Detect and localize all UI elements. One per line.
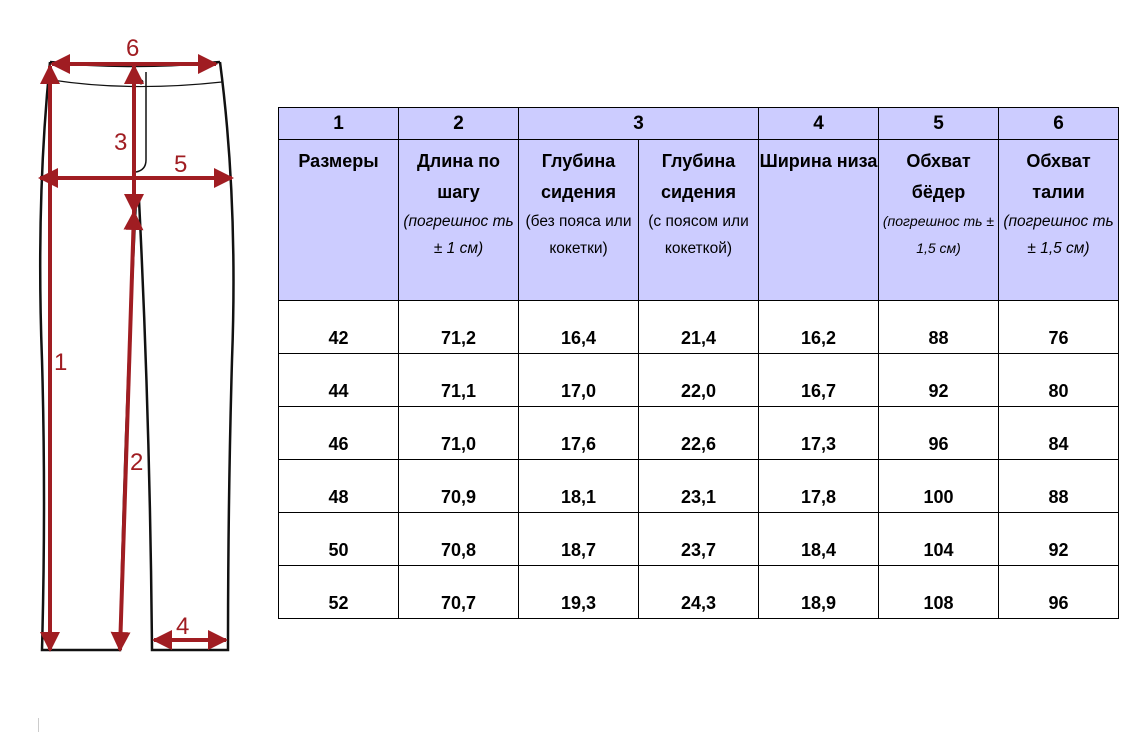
size-cell: 52 [278, 565, 399, 619]
value-cell: 24,3 [638, 565, 759, 619]
size-cell: 48 [278, 459, 399, 513]
column-number-row: 1 2 3 4 5 6 [278, 107, 1119, 140]
page-marker [38, 718, 39, 732]
value-cell: 18,1 [518, 459, 639, 513]
header-title: Глубина сидения [541, 151, 616, 202]
value-cell: 96 [878, 406, 999, 460]
header-cell: Обхват бёдер (погрешнос ть ± 1,5 см) [878, 139, 999, 301]
value-cell: 80 [998, 353, 1119, 407]
table-row: 42 71,2 16,4 21,4 16,2 88 76 [278, 300, 1119, 354]
size-cell: 42 [278, 300, 399, 354]
pants-diagram: 6 5 3 1 2 4 [38, 35, 235, 652]
value-cell: 17,0 [518, 353, 639, 407]
measure-2-arrow [110, 210, 144, 652]
col-num: 5 [878, 107, 999, 140]
value-cell: 96 [998, 565, 1119, 619]
col-num: 2 [398, 107, 519, 140]
value-cell: 108 [878, 565, 999, 619]
value-cell: 84 [998, 406, 1119, 460]
header-title: Размеры [298, 151, 379, 171]
label-4: 4 [176, 613, 189, 640]
value-cell: 71,1 [398, 353, 519, 407]
value-cell: 70,8 [398, 512, 519, 566]
header-note: (погрешнос ть ± 1,5 см) [1003, 213, 1114, 257]
value-cell: 92 [998, 512, 1119, 566]
table-row: 48 70,9 18,1 23,1 17,8 100 88 [278, 459, 1119, 513]
header-cell: Обхват талии (погрешнос ть ± 1,5 см) [998, 139, 1119, 301]
header-title: Обхват бёдер [906, 151, 971, 202]
value-cell: 70,7 [398, 565, 519, 619]
table-row: 52 70,7 19,3 24,3 18,9 108 96 [278, 565, 1119, 619]
header-note: (с поясом или кокеткой) [648, 213, 749, 257]
value-cell: 18,9 [758, 565, 879, 619]
size-cell: 50 [278, 512, 399, 566]
header-title: Ширина низа [759, 151, 878, 171]
header-row: Размеры Длина по шагу (погрешнос ть ± 1 с… [278, 139, 1119, 301]
value-cell: 70,9 [398, 459, 519, 513]
label-1: 1 [54, 349, 67, 376]
button-icon [138, 79, 144, 85]
label-3: 3 [114, 129, 127, 156]
value-cell: 92 [878, 353, 999, 407]
label-6: 6 [126, 35, 139, 62]
label-2: 2 [130, 449, 143, 476]
value-cell: 17,8 [758, 459, 879, 513]
header-cell: Ширина низа [758, 139, 879, 301]
value-cell: 23,1 [638, 459, 759, 513]
value-cell: 88 [998, 459, 1119, 513]
value-cell: 19,3 [518, 565, 639, 619]
value-cell: 22,6 [638, 406, 759, 460]
header-title: Обхват талии [1026, 151, 1091, 202]
col-num: 1 [278, 107, 399, 140]
header-cell: Глубина сидения (без пояса или кокетки) [518, 139, 639, 301]
table-row: 46 71,0 17,6 22,6 17,3 96 84 [278, 406, 1119, 460]
label-5: 5 [174, 151, 187, 178]
value-cell: 76 [998, 300, 1119, 354]
value-cell: 16,2 [758, 300, 879, 354]
header-cell: Размеры [278, 139, 399, 301]
value-cell: 104 [878, 512, 999, 566]
col-num: 4 [758, 107, 879, 140]
value-cell: 16,7 [758, 353, 879, 407]
value-cell: 18,4 [758, 512, 879, 566]
value-cell: 18,7 [518, 512, 639, 566]
value-cell: 71,0 [398, 406, 519, 460]
value-cell: 17,3 [758, 406, 879, 460]
value-cell: 88 [878, 300, 999, 354]
header-title: Глубина сидения [661, 151, 736, 202]
value-cell: 22,0 [638, 353, 759, 407]
header-note: (без пояса или кокетки) [525, 213, 632, 257]
size-cell: 44 [278, 353, 399, 407]
header-note: (погрешнос ть ± 1 см) [403, 213, 514, 257]
header-cell: Длина по шагу (погрешнос ть ± 1 см) [398, 139, 519, 301]
header-note: (погрешнос ть ± 1,5 см) [882, 213, 995, 256]
size-table: 1 2 3 4 5 6 Размеры Длина по шагу (погреш… [278, 107, 1119, 619]
col-num: 6 [998, 107, 1119, 140]
value-cell: 71,2 [398, 300, 519, 354]
header-cell: Глубина сидения (с поясом или кокеткой) [638, 139, 759, 301]
value-cell: 21,4 [638, 300, 759, 354]
table-row: 50 70,8 18,7 23,7 18,4 104 92 [278, 512, 1119, 566]
table-row: 44 71,1 17,0 22,0 16,7 92 80 [278, 353, 1119, 407]
header-title: Длина по шагу [416, 151, 501, 202]
pants-outline [38, 60, 235, 652]
col-num: 3 [518, 107, 759, 140]
value-cell: 23,7 [638, 512, 759, 566]
value-cell: 100 [878, 459, 999, 513]
size-cell: 46 [278, 406, 399, 460]
value-cell: 17,6 [518, 406, 639, 460]
value-cell: 16,4 [518, 300, 639, 354]
